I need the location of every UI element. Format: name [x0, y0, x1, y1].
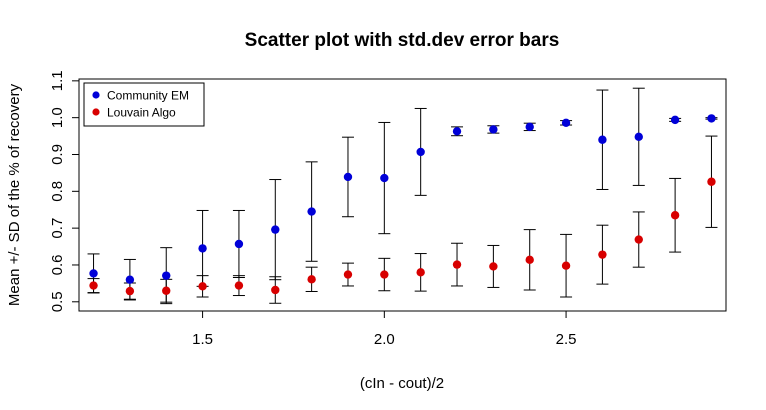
legend-box [83, 82, 205, 127]
community-em-point [670, 115, 680, 125]
louvain-algo-point [162, 286, 171, 295]
louvain-algo-point [598, 250, 607, 259]
legend-marker-community-em [92, 91, 100, 99]
legend-label-community-em: Community EM [107, 89, 189, 103]
louvain-algo-point [670, 211, 680, 220]
louvain-algo-point [452, 260, 462, 269]
y-tick-label: 0.8 [49, 181, 66, 202]
louvain-algo-point [307, 275, 316, 284]
data-points [89, 114, 716, 296]
community-em-point [198, 244, 207, 253]
community-em-point [489, 125, 498, 134]
louvain-algo-point [380, 270, 389, 279]
x-tick-label: 2.0 [374, 331, 395, 348]
chart-title: Scatter plot with std.dev error bars [245, 30, 560, 51]
community-em-point [343, 172, 353, 182]
x-tick-label: 2.5 [556, 331, 577, 348]
y-axis-label: Mean +/- SD of the % of recovery [6, 83, 23, 306]
louvain-algo-point [234, 281, 244, 290]
community-em-point [598, 135, 607, 144]
legend-marker-louvain-algo [92, 108, 100, 116]
louvain-algo-point [125, 286, 135, 296]
louvain-algo-point [525, 255, 534, 265]
community-em-point [307, 207, 316, 216]
community-em-point [271, 225, 280, 234]
y-tick-label: 1.1 [49, 70, 66, 91]
louvain-algo-point [89, 281, 98, 290]
y-axis: 0.5 0.6 0.7 0.8 0.9 1.0 1.1 [49, 70, 79, 312]
legend: Community EM Louvain Algo [83, 82, 205, 127]
louvain-algo-point [271, 285, 280, 295]
community-em-point [234, 239, 244, 249]
y-tick-label: 1.0 [49, 107, 66, 128]
louvain-algo-point [198, 282, 207, 291]
community-em-point [416, 147, 425, 157]
y-tick-label: 0.7 [49, 218, 66, 239]
x-tick-label: 1.5 [192, 331, 213, 348]
louvain-algo-point [561, 261, 571, 270]
louvain-algo-point [343, 270, 353, 279]
louvain-algo-point [489, 262, 498, 271]
community-em-point [561, 118, 571, 128]
community-em-point [452, 127, 462, 136]
community-em-point [380, 173, 389, 183]
y-tick-label: 0.6 [49, 255, 66, 276]
louvain-algo-point [634, 235, 643, 244]
community-em-point [125, 275, 135, 284]
plot-area [78, 78, 727, 312]
y-tick-label: 0.9 [49, 144, 66, 165]
community-em-point [525, 122, 534, 132]
louvain-algo-point [416, 268, 425, 277]
louvain-algo-point [707, 177, 716, 186]
community-em-point [89, 269, 98, 278]
x-axis: 1.5 2.0 2.5 [192, 311, 576, 348]
y-tick-label: 0.5 [49, 291, 66, 312]
community-em-point [707, 114, 716, 123]
legend-label-louvain-algo: Louvain Algo [107, 106, 176, 120]
community-em-point [162, 271, 171, 280]
x-axis-label: (cIn - cout)/2 [360, 375, 444, 392]
community-em-point [634, 132, 643, 142]
